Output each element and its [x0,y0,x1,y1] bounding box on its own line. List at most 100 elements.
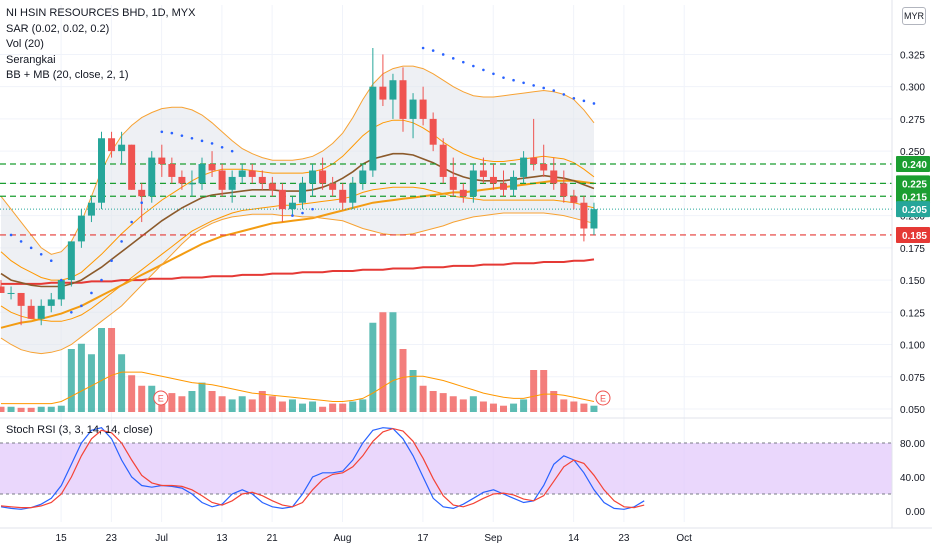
volume-bar [590,405,598,412]
candle-body [349,183,357,203]
candles [0,48,598,326]
volume-bar [118,354,126,412]
price-label-tag [896,201,930,218]
sar-dot [562,93,566,96]
candle-body [228,176,236,190]
volume-bar [550,391,558,412]
volume-bar [439,393,447,412]
price-tick-label: 0.275 [900,115,925,126]
sar-dot [220,145,224,149]
sar-dot [592,102,596,105]
earnings-marker-label: E [158,394,164,404]
ma-orange-line [0,179,595,329]
volume-bar [98,328,105,412]
volume-bar [319,406,327,412]
volume-bar [379,312,387,412]
time-tick-label: 13 [216,533,228,544]
sar-dot [482,68,485,72]
sar-dot [130,220,133,224]
stoch-rsi-pane [0,427,892,510]
price-tick-label: 0.075 [900,373,925,384]
candle-body [57,280,65,300]
time-tick-label: 14 [568,533,580,544]
sar-dot [462,60,465,64]
volume-bar [459,399,467,412]
candle-body [7,292,15,294]
sar-dot [492,72,495,76]
volume-bar [540,370,548,412]
candle-body [309,170,317,184]
candle-body [580,202,588,229]
symbol-title[interactable]: NI HSIN RESOURCES BHD, 1D, MYX [6,7,196,19]
volume-bar [37,406,45,412]
candle-body [530,157,538,165]
volume-bar [349,401,357,412]
legend-serangkai[interactable]: Serangkai [6,53,56,66]
candle-body [359,170,367,184]
currency-button[interactable]: MYR [902,7,926,25]
candle-body [288,202,296,210]
stoch-rsi-line [0,427,645,509]
legend-bb[interactable]: BB + MB (20, close, 2, 1) [6,69,129,81]
volume-bar [489,403,497,412]
candle-body [178,176,186,184]
sar-dot [100,278,103,282]
candle-body [238,170,246,177]
candle-body [0,286,5,293]
volume-bar [27,407,35,412]
volume-bar [238,396,246,412]
mb-lower-line [0,186,595,322]
candle-body [37,305,45,319]
price-tick-label: 0.250 [900,147,925,158]
legend-volume[interactable]: Vol (20) [6,38,44,50]
time-tick-label: 23 [106,533,118,544]
volume-bar [429,391,437,412]
candle-body [299,183,306,203]
candle-body [459,189,467,197]
volume-bar [138,385,146,412]
candle-body [77,215,85,242]
time-tick-label: 23 [618,533,630,544]
candle-body [218,170,226,190]
volume-bar [419,385,427,412]
candle-body [108,138,116,152]
sar-dot [49,259,53,263]
stoch-rsi-legend[interactable]: Stoch RSI (3, 3, 14, 14, close) [6,424,153,436]
sar-dot [120,240,123,243]
volume-bar [359,399,367,412]
time-tick-label: Jul [155,533,168,544]
sar-dot [70,311,73,314]
price-tick-label: 0.325 [900,50,925,61]
legend-sar[interactable]: SAR (0.02, 0.02, 0.2) [6,22,110,35]
price-label-text: 0.185 [902,231,927,242]
price-tick-label: 0.125 [900,308,925,319]
sar-dot [190,136,194,140]
sar-dot [552,89,556,92]
sar-dot [80,304,83,308]
volume-bar [339,403,347,412]
price-label-tag [896,156,930,173]
candle-body [319,170,327,184]
volume-bar [560,399,568,412]
volume-bar [77,343,85,412]
sar-dot [291,214,294,217]
volume-bar [17,407,25,412]
volume-bar [148,385,156,412]
stoch-rsi-line [0,427,645,510]
volume-bar [7,406,15,412]
candle-body [389,80,397,100]
volume-bar [268,396,276,412]
sar-dot [311,207,314,211]
candle-body [47,299,55,306]
rsi-band [0,443,892,494]
candle-body [268,183,276,190]
price-label-text: 0.215 [902,192,927,203]
price-label-text: 0.240 [902,160,927,171]
volume-bar [479,401,487,412]
candle-body [570,196,578,203]
sar-dot [60,278,63,282]
volume-bar [188,391,196,412]
sar-dot [29,246,33,250]
